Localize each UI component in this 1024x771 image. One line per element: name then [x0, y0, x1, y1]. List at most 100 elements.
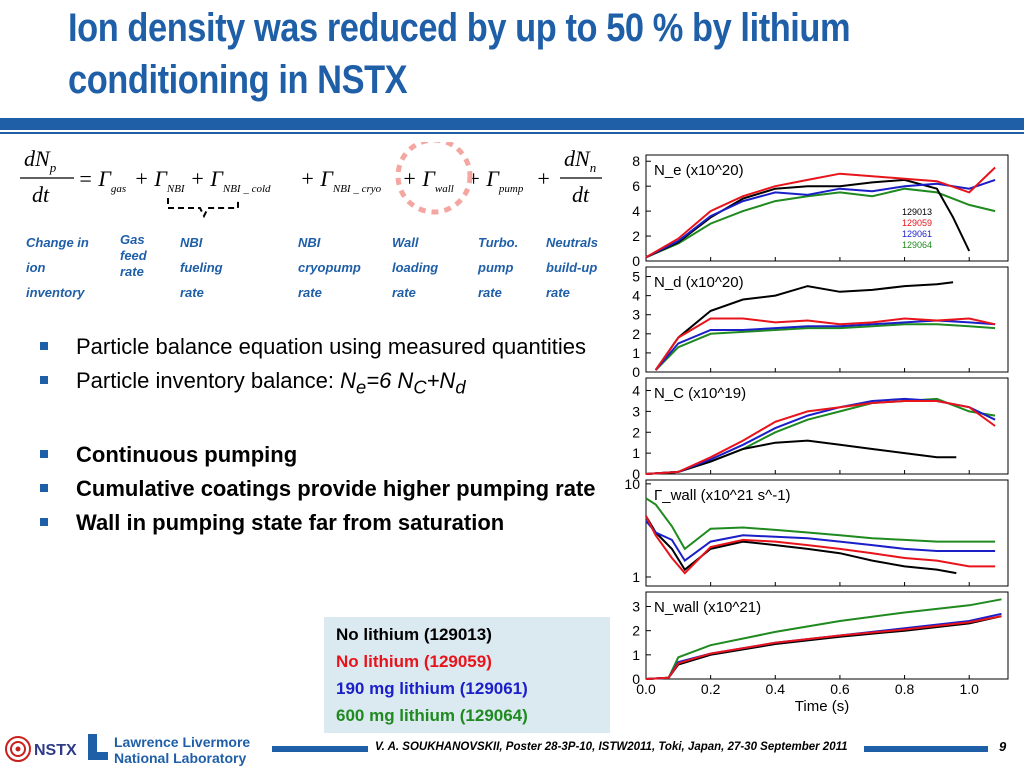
particle-balance-equation: dNp dt = Γgas + ΓNBI + ΓNBI _ cold + ΓNB… [20, 142, 602, 219]
series-line-129013 [645, 515, 957, 575]
bullet-item: Particle inventory balance: Ne=6 NC+Nd [36, 364, 616, 404]
time-trace-plots: 0 2 4 6 8 N_e (x10^20) 12901312905912906112906… [624, 153, 1009, 715]
x-axis-label: Time (s) [795, 698, 849, 715]
term-label-line: rate [392, 285, 416, 300]
panel-label: Γ_wall (x10^21 s^-1) [654, 487, 791, 504]
panel-frame [645, 479, 1009, 587]
term-label-line: rate [298, 285, 322, 300]
y-tick-label: 4 [632, 288, 640, 304]
y-tick-label: 3 [632, 403, 640, 419]
title-line-2: conditioning in NSTX [68, 58, 408, 102]
term-label-line: fueling [180, 260, 223, 275]
term-label-line: feed [120, 248, 147, 263]
term-gas: = Γgas [78, 166, 126, 195]
wall-term-highlight-circle [395, 142, 473, 215]
term-label-line: NBI [180, 235, 203, 250]
y-tick-label: 2 [632, 424, 640, 440]
term-label-line: cryopump [298, 260, 361, 275]
term-nbi-cryo: + ΓNBI _ cryo [300, 166, 382, 195]
term-label-gas: Gas feed rate [120, 232, 147, 280]
bullet-text: Wall in pumping state far from saturatio… [76, 510, 505, 536]
panel-label: N_d (x10^20) [654, 274, 744, 291]
nstx-logo: NSTX [4, 733, 84, 770]
term-label-line: rate [478, 285, 502, 300]
term-label-line: build-up [546, 260, 598, 275]
y-tick-label: 3 [632, 599, 640, 615]
panel-frame [645, 377, 1009, 475]
y-tick-label: 5 [632, 269, 640, 285]
rhs-numerator: dNn [564, 146, 596, 175]
legend-entry: No lithium (129013) [336, 625, 492, 644]
series-line-129059 [645, 615, 1002, 680]
y-tick-label: 1 [632, 345, 640, 361]
llnl-name-line-1: Lawrence Livermore [114, 734, 250, 750]
llnl-name-line-2: National Laboratory [114, 750, 246, 766]
y-tick-label: 3 [632, 307, 640, 323]
term-label-neutrals: Neutrals build-up rate [546, 230, 598, 305]
bullet-item: Particle balance equation using measured… [36, 330, 616, 364]
bullet-text: Particle inventory balance: [76, 368, 341, 393]
inventory-formula: Ne=6 NC+Nd [340, 368, 466, 398]
term-label-line: Gas [120, 232, 145, 247]
series-line-129059 [645, 166, 996, 259]
llnl-logo-icon: Lawrence Livermore National Laboratory [88, 734, 250, 766]
term-nbi: + ΓNBI [134, 166, 186, 195]
term-label-wall: Wall loading rate [392, 230, 438, 305]
series-line-129064 [645, 187, 996, 259]
bullet-square-icon [40, 342, 48, 350]
bullet-square-icon [40, 484, 48, 493]
y-tick-label: 10 [624, 476, 640, 492]
nstx-logo-text: NSTX [34, 742, 77, 759]
y-tick-label: 8 [632, 153, 640, 169]
series-line-129013 [645, 439, 957, 475]
y-tick-label: 1 [632, 445, 640, 461]
series-line-129059 [654, 317, 996, 371]
bullet-square-icon [40, 518, 48, 527]
term-label-nbi: NBI fueling rate [180, 230, 223, 305]
term-label-line: pump [478, 260, 514, 275]
bullet-text: Cumulative coatings provide higher pumpi… [76, 476, 596, 502]
series-line-129064 [645, 497, 996, 551]
y-tick-label: 0 [632, 466, 640, 482]
bullet-gap [36, 404, 616, 438]
legend-entry: 190 mg lithium (129061) [336, 679, 528, 698]
legend-entry: 129013 [902, 207, 932, 217]
term-label-line: Neutrals [546, 235, 599, 250]
panel-frame [645, 266, 1009, 373]
term-nbi-cold: + ΓNBI _ cold [190, 166, 271, 195]
term-plus: + [536, 166, 551, 191]
page-title: Ion density was reduced by up to 50 % by… [68, 2, 885, 106]
lhs-numerator: dNp [24, 146, 57, 175]
series-line-129059 [645, 400, 996, 475]
series-line-129064 [654, 323, 996, 371]
title-line-1: Ion density was reduced by up to 50 % by… [68, 6, 851, 50]
rhs-denominator: dt [572, 182, 590, 207]
term-label-line: NBI [298, 235, 321, 250]
footer-rule-right [864, 746, 988, 752]
x-tick-label: 0.0 [636, 681, 656, 697]
term-wall: + Γwall [402, 166, 454, 195]
term-label-nbi-cryo: NBI cryopump rate [298, 230, 361, 305]
y-tick-label: 2 [632, 326, 640, 342]
legend-entry: 129064 [902, 240, 932, 250]
panel-frame [645, 154, 1009, 262]
term-label-line: rate [120, 264, 144, 279]
bullet-item: Cumulative coatings provide higher pumpi… [36, 472, 596, 506]
legend-entry: 600 mg lithium (129064) [336, 706, 528, 725]
panel-label: N_e (x10^20) [654, 162, 744, 179]
y-tick-label: 2 [632, 228, 640, 244]
panel-label: N_wall (x10^21) [654, 599, 761, 616]
term-label-turbo: Turbo. pump rate [478, 230, 518, 305]
term-label-line: ion [26, 260, 46, 275]
panel-label: N_C (x10^19) [654, 385, 746, 402]
footer-rule-left [272, 746, 368, 752]
term-label-line: rate [546, 285, 570, 300]
bullet-square-icon [40, 376, 48, 384]
page-number: 9 [999, 739, 1007, 754]
legend-entry: 129061 [902, 229, 932, 239]
x-tick-label: 1.0 [959, 681, 979, 697]
footer-citation: V. A. SOUKHANOVSKII, Poster 28-3P-10, IS… [375, 741, 848, 753]
y-tick-label: 2 [632, 623, 640, 639]
llnl-logo: Lawrence Livermore National Laboratory [86, 732, 272, 771]
term-label-change: Change in ion inventory [26, 230, 89, 305]
